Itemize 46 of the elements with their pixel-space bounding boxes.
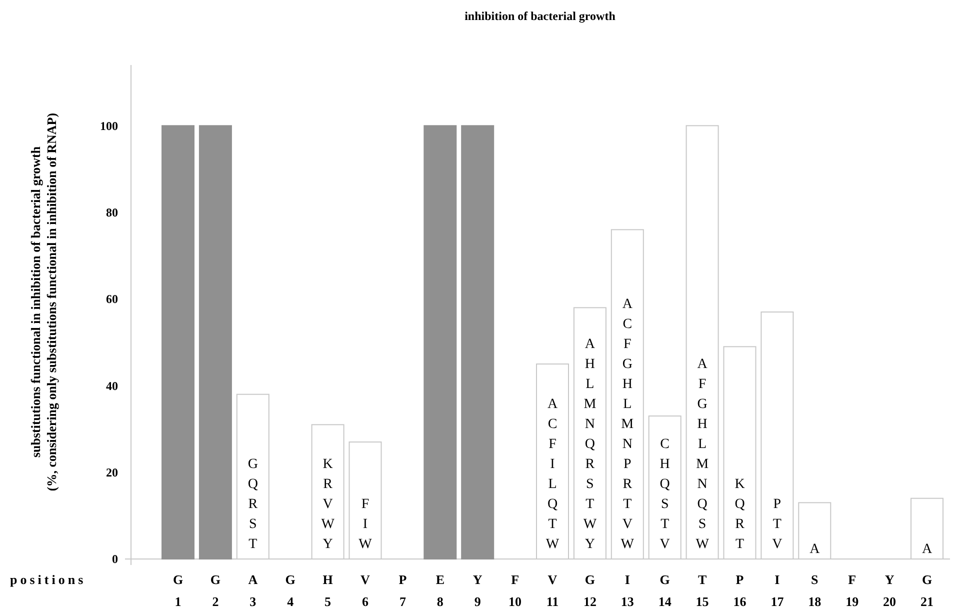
annotation: CHQSTV <box>657 437 672 557</box>
bar <box>461 125 494 560</box>
x-tick-label: G 14 <box>658 572 672 609</box>
y-tick-label: 0 <box>112 552 118 566</box>
x-tick-label: S 18 <box>808 572 822 609</box>
x-tick-label: Y 9 <box>472 572 483 609</box>
annotation: ACFILQTW <box>544 397 560 557</box>
y-tick-label: 80 <box>106 206 118 220</box>
x-tick-label: I 17 <box>770 572 784 609</box>
x-tick-label: I 13 <box>620 572 634 609</box>
x-tick-label: F 10 <box>508 572 522 609</box>
x-tick-label: F 19 <box>846 572 860 609</box>
bar <box>162 125 194 560</box>
annotation: A <box>922 542 933 557</box>
x-tick-label: E 8 <box>436 572 444 609</box>
chart-title: inhibition of bacterial growth <box>464 9 616 23</box>
annotation: ACFGHLMNPRTVW <box>620 297 635 557</box>
annotation: KRVWY <box>320 457 336 557</box>
x-tick-label: P 7 <box>398 572 407 609</box>
annotation: FIW <box>357 497 373 557</box>
x-tick-label: T 15 <box>696 572 710 609</box>
x-tick-label: H 5 <box>322 572 333 609</box>
annotation: PTV <box>770 497 785 557</box>
annotation: A <box>810 542 821 557</box>
x-axis-title: positions <box>10 572 86 587</box>
x-tick-label: G 1 <box>172 572 184 609</box>
y-tick-label: 60 <box>106 292 118 306</box>
x-tick-label: P 16 <box>733 572 747 609</box>
annotation: KQRT <box>732 477 748 557</box>
y-tick-label: 40 <box>106 378 118 393</box>
x-tick-label: A 3 <box>248 572 258 609</box>
x-tick-label: G 12 <box>583 572 596 609</box>
x-tick-label: G 2 <box>210 572 221 609</box>
x-tick-label: G 21 <box>920 572 934 609</box>
x-tick-label: Y 20 <box>883 572 896 609</box>
x-tick-label: V 6 <box>360 572 371 609</box>
annotation: GQRST <box>245 457 260 557</box>
y-tick-label: 100 <box>100 118 118 133</box>
x-tick-label: V 11 <box>546 572 559 609</box>
y-tick-label: 20 <box>106 466 118 480</box>
x-tick-label: G 4 <box>285 572 296 609</box>
annotation: AHLMNQRSTWY <box>582 337 598 557</box>
bar <box>424 125 457 560</box>
y-axis-title: substitutions functional in inhibition of bacterial growth (%, considering only substitutions functional in inhibition of RNAP) <box>28 112 59 492</box>
annotation: AFGHLMNQSW <box>694 357 710 557</box>
bar <box>198 125 232 560</box>
